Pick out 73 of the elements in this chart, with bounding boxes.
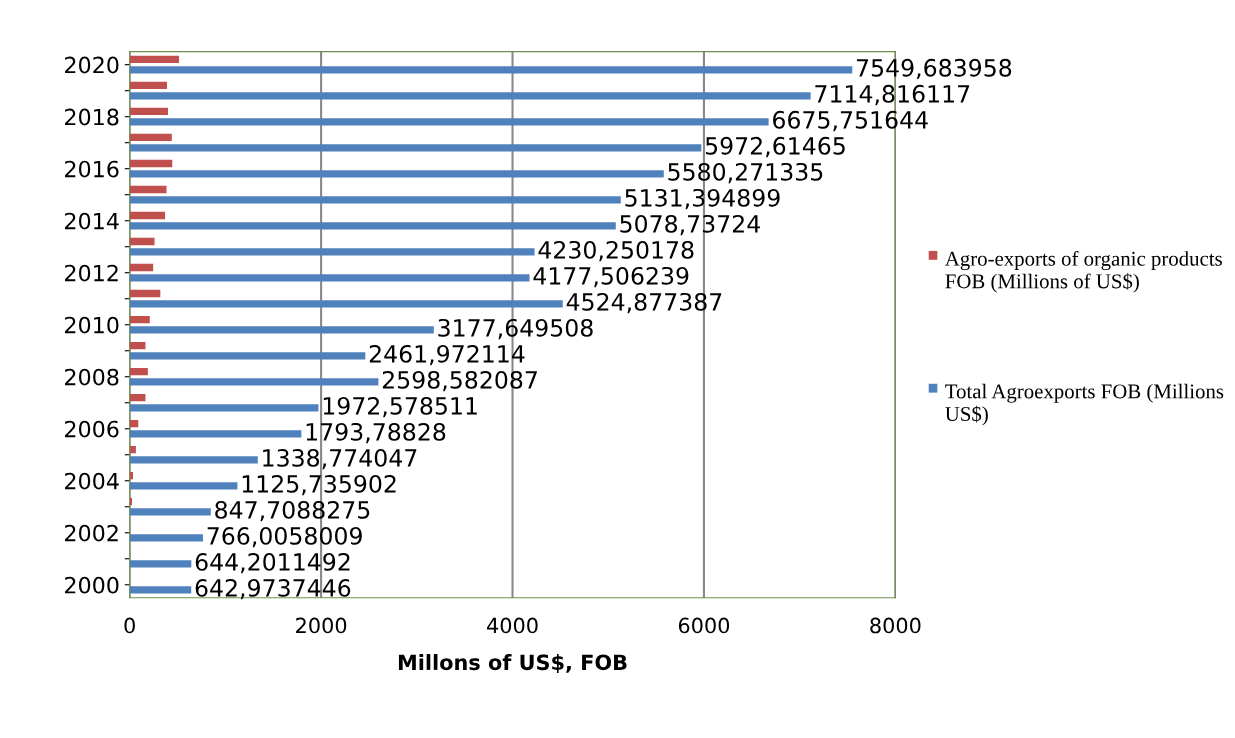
- y-tick-label: 2016: [65, 160, 119, 178]
- y-tick-label: 2014: [65, 212, 119, 230]
- y-tick-label: 2002: [65, 524, 118, 542]
- legend-label: Total Agroexports FOB (Millions US$): [945, 383, 1224, 426]
- y-tick-label: 2008: [65, 368, 119, 386]
- legend-label: Agro-exports of organic products FOB (Millions of US$): [944, 250, 1222, 293]
- bar: [129, 263, 154, 272]
- y-tick-label: 2004: [65, 472, 119, 490]
- bar: [129, 237, 155, 246]
- bar: [129, 315, 150, 324]
- bar: [129, 326, 434, 334]
- x-tick-label: 4000: [487, 617, 538, 634]
- bar: [129, 341, 146, 350]
- data-label: 5580,271335: [668, 162, 823, 184]
- x-axis-title: Millons of US$, FOB: [398, 654, 627, 673]
- bar: [129, 586, 192, 594]
- bar: [129, 248, 535, 256]
- y-tick-label: 2006: [65, 420, 119, 438]
- data-label: 642,9737446: [195, 578, 351, 600]
- x-tick-label: 8000: [870, 617, 921, 634]
- bar: [129, 445, 136, 454]
- y-tick-label: 2018: [65, 108, 119, 126]
- data-label: 5078,73724: [620, 214, 760, 236]
- bar: [129, 300, 563, 308]
- data-label: 5131,394899: [625, 188, 780, 210]
- bar: [129, 378, 379, 386]
- data-label: 1125,735902: [242, 474, 396, 496]
- bar: [129, 144, 702, 152]
- bar: [129, 92, 811, 100]
- bar: [129, 222, 616, 230]
- bar: [129, 534, 203, 542]
- bar: [129, 133, 172, 142]
- y-tick-label: 2000: [65, 576, 119, 594]
- x-tick-label: 6000: [678, 617, 730, 634]
- data-label: 4524,877387: [566, 292, 722, 314]
- bar: [129, 352, 366, 360]
- data-label: 3177,649508: [438, 318, 593, 340]
- bar: [129, 393, 146, 402]
- data-label: 2598,582087: [382, 370, 537, 392]
- data-label: 766,0058009: [207, 526, 362, 548]
- bar: [129, 211, 166, 220]
- bar: [129, 118, 769, 126]
- data-label: 847,7088275: [215, 500, 370, 522]
- bar: [129, 81, 167, 90]
- data-label: 2461,972114: [369, 344, 525, 366]
- bar: [129, 274, 530, 282]
- x-tick-label: 0: [124, 617, 135, 634]
- bar: [129, 508, 211, 516]
- data-label: 1338,774047: [263, 448, 417, 470]
- data-label: 1972,578511: [323, 396, 477, 418]
- x-tick-label: 2000: [296, 617, 347, 634]
- data-label: 644,2011492: [195, 552, 350, 574]
- bar: [129, 107, 168, 116]
- bar: [129, 66, 853, 74]
- y-tick-label: 2010: [65, 316, 119, 334]
- bar: [129, 170, 664, 178]
- bar: [129, 196, 621, 204]
- bar: [129, 430, 302, 438]
- y-tick-label: 2020: [65, 56, 119, 74]
- bar: [129, 560, 192, 568]
- y-tick-label: 2012: [65, 264, 118, 282]
- bar: [129, 456, 258, 464]
- bar: [129, 482, 238, 490]
- data-label: 4230,250178: [538, 240, 694, 262]
- bar: [129, 289, 161, 298]
- bar: [129, 367, 148, 376]
- data-label: 4177,506239: [533, 266, 689, 288]
- bar: [129, 185, 167, 194]
- data-label: 1793,78828: [306, 422, 446, 444]
- bar: [129, 159, 173, 168]
- bar: [129, 55, 179, 64]
- bar: [129, 404, 319, 412]
- data-label: 5972,61465: [705, 136, 845, 158]
